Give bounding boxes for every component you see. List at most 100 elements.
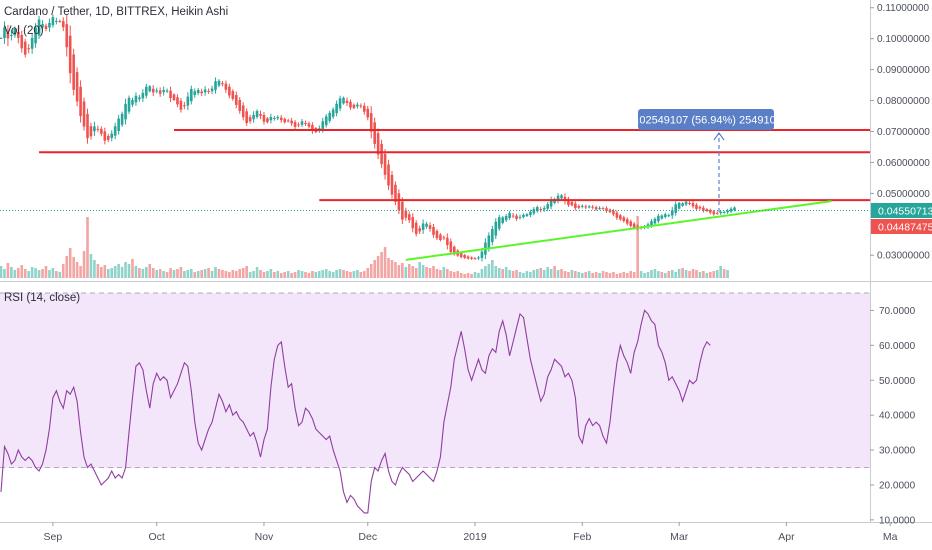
candle-body xyxy=(255,111,259,118)
volume-bar xyxy=(435,269,439,278)
rsi-axis[interactable]: 70.0000 60.0000 50.0000 40.0000 30.0000 20.00… xyxy=(870,306,916,526)
volume-bar xyxy=(55,271,58,278)
volume-bar xyxy=(715,270,719,278)
volume-bar xyxy=(196,271,200,278)
candle-body xyxy=(183,105,186,107)
volume-bar xyxy=(176,269,179,278)
candle-body xyxy=(176,97,179,105)
candle-body xyxy=(20,34,24,49)
volume-bar xyxy=(619,273,622,278)
candle-body xyxy=(217,80,221,86)
price-tick-label: 0.10000000 xyxy=(877,34,930,45)
candle-body xyxy=(529,211,532,216)
volume-bar xyxy=(674,272,677,278)
volume-bar xyxy=(124,262,127,278)
volume-bar xyxy=(660,272,664,278)
trend-line[interactable] xyxy=(405,200,832,261)
price-axis[interactable]: 0.11000000 0.10000000 0.09000000 0.08000000… xyxy=(870,3,930,262)
candle-body xyxy=(383,153,387,175)
volume-bar xyxy=(622,272,626,278)
volume-bar xyxy=(504,267,508,278)
volume-bar xyxy=(293,272,297,278)
candle-body xyxy=(650,221,653,226)
volume-bar xyxy=(283,272,287,278)
volume-bar xyxy=(556,270,560,278)
volume-bar xyxy=(13,270,17,278)
candle-body xyxy=(376,133,380,155)
volume-bar xyxy=(27,271,30,278)
volume-bar xyxy=(536,269,539,278)
rsi-line xyxy=(0,309,711,514)
rsi-tick-label: 50.0000 xyxy=(879,376,916,387)
volume-bar xyxy=(141,269,145,278)
candle-body xyxy=(331,109,335,117)
candle-body xyxy=(480,251,484,258)
measure-annotation[interactable]: 0.02549107 (56.94%) 2549107 xyxy=(630,109,782,212)
candle-body xyxy=(100,128,103,134)
time-axis[interactable]: Sep Oct Nov Dec 2019 Feb Mar Apr Ma xyxy=(44,522,898,543)
volume-bar xyxy=(598,273,601,278)
volume-bar xyxy=(525,271,529,278)
volume-bar xyxy=(580,273,584,278)
volume-bar xyxy=(245,266,248,278)
time-tick-label: Dec xyxy=(358,531,377,543)
volume-bar xyxy=(459,273,463,278)
volume-bar xyxy=(719,266,722,278)
candle-body xyxy=(452,246,456,255)
rsi-tick-label: 30.0000 xyxy=(879,446,916,457)
volume-bar xyxy=(331,272,335,278)
volume-bar xyxy=(688,271,691,278)
volume-bar xyxy=(446,269,449,278)
volume-bar xyxy=(210,271,214,278)
candle-body xyxy=(106,136,110,140)
candle-body xyxy=(560,195,563,199)
candle-body xyxy=(539,209,543,211)
candle-body xyxy=(681,203,684,206)
volume-bar xyxy=(148,264,152,278)
volume-bar xyxy=(695,270,698,278)
volume-bar xyxy=(207,268,210,278)
candle-body xyxy=(169,90,172,98)
volume-bar xyxy=(276,271,280,278)
volume-bar xyxy=(89,254,93,278)
volume-bar xyxy=(155,270,158,278)
candle-body xyxy=(134,95,138,103)
chart-title: Cardano / Tether, 1D, BITTREX, Heikin As… xyxy=(4,6,228,18)
candle-body xyxy=(470,257,473,259)
candle-body xyxy=(228,86,231,96)
time-tick-label: Nov xyxy=(255,531,274,543)
volume-bar xyxy=(373,260,376,278)
candle-body xyxy=(266,118,269,123)
time-tick-label: Mar xyxy=(670,531,689,543)
candle-body xyxy=(48,22,51,28)
candle-body xyxy=(335,103,338,114)
volume-bar xyxy=(262,272,266,278)
measure-badge xyxy=(638,109,774,130)
candle-body xyxy=(432,227,435,235)
candle-body xyxy=(6,32,10,39)
candle-body xyxy=(425,223,428,227)
volume-bar xyxy=(632,272,636,278)
candle-body xyxy=(722,212,726,214)
candle-body xyxy=(23,41,27,55)
candle-body xyxy=(328,112,331,121)
candle-body xyxy=(75,72,79,102)
volume-bar xyxy=(684,270,688,278)
volume-bar xyxy=(37,270,41,278)
volume-bar xyxy=(10,267,13,278)
volume-bar xyxy=(314,272,318,278)
candle-body xyxy=(193,91,197,96)
volume-bar xyxy=(484,266,487,278)
volume-bar xyxy=(345,271,349,278)
volume-bar xyxy=(390,260,394,278)
volume-bar xyxy=(356,270,359,278)
price-tick-label: 0.07000000 xyxy=(877,127,930,138)
volume-bar xyxy=(169,268,172,278)
candle-body xyxy=(342,97,345,104)
price-tick-label: 0.05000000 xyxy=(877,189,930,200)
volume-bar xyxy=(394,262,397,278)
candle-body xyxy=(459,253,463,258)
candle-body xyxy=(421,223,425,230)
candle-body xyxy=(0,38,3,40)
